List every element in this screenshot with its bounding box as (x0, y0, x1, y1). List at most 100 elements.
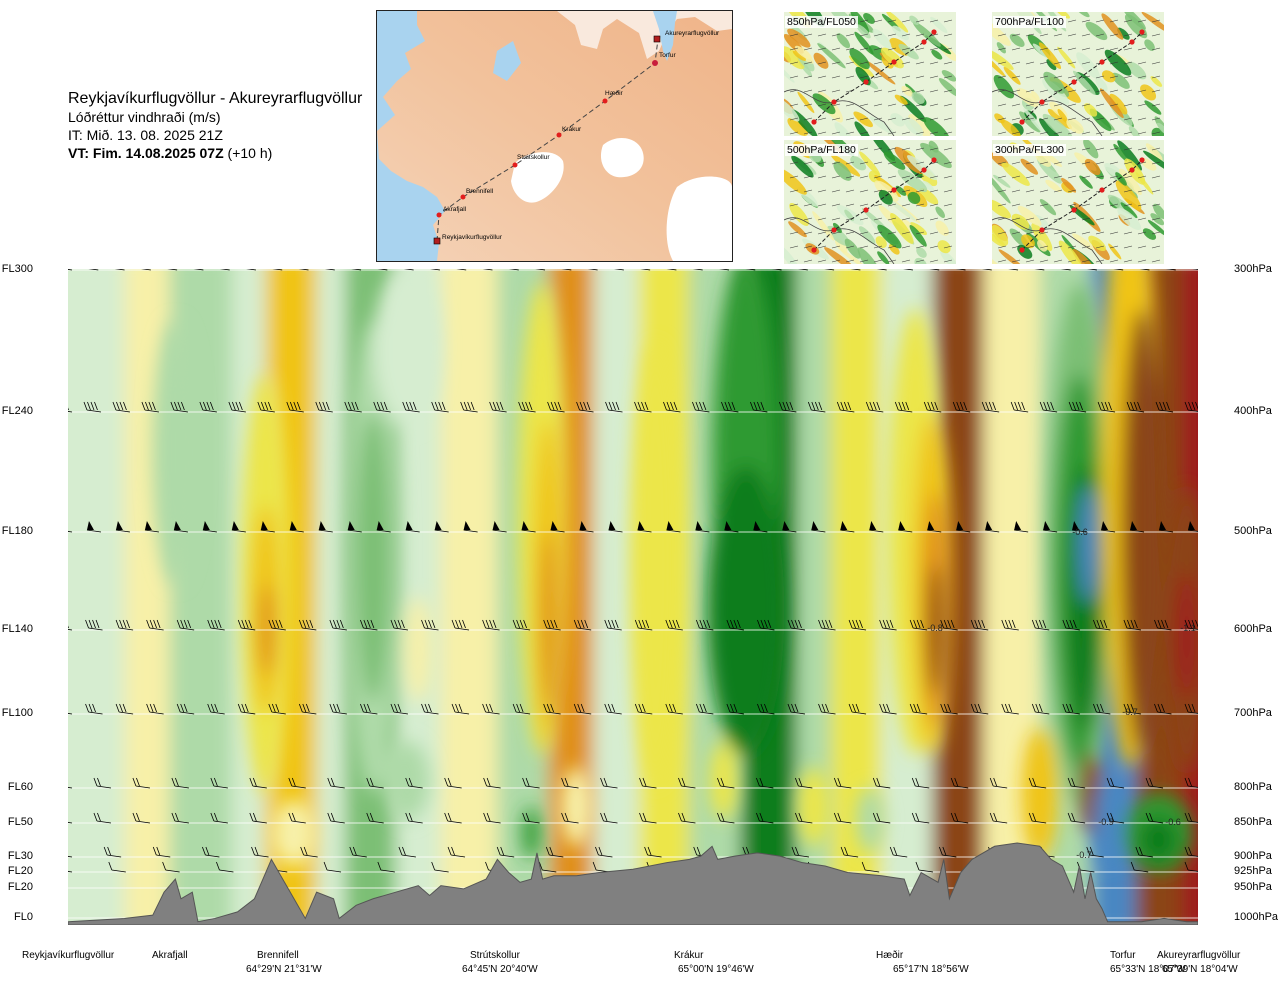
wind-barb (1165, 269, 1176, 271)
mini-wind-barb (1137, 19, 1147, 23)
wind-barb (1184, 619, 1198, 630)
mini-wind-barb (901, 61, 911, 65)
fl-label: FL300 (1, 263, 33, 275)
mini-wind-barb (915, 245, 925, 249)
wind-barb (1087, 269, 1097, 271)
mini-wind-barb (803, 203, 813, 207)
wind-barb (778, 401, 797, 413)
wind-barb (940, 619, 958, 631)
mini-wind-barb (831, 47, 841, 51)
mini-wind-barb (1109, 89, 1119, 93)
mini-wind-barb (943, 75, 953, 79)
wind-barb (237, 703, 256, 715)
mini-wind-barb (1109, 217, 1119, 221)
mini-field-cell (992, 173, 1011, 204)
mini-wind-barb (1053, 231, 1063, 235)
wind-barb (726, 619, 744, 631)
wind-barb (268, 703, 286, 715)
mini-wind-barb (1137, 33, 1147, 37)
wind-barb (950, 777, 969, 789)
mini-wind-barb (1151, 161, 1161, 165)
mini-wind-barb (1123, 217, 1133, 221)
wind-barb (171, 812, 189, 824)
hpa-label: 800hPa (1234, 781, 1272, 793)
mini-field-cell (1145, 143, 1163, 161)
waypoint-name: Reykjavíkurflugvöllur (22, 950, 115, 961)
mini-field-cell (1147, 219, 1164, 237)
mini-field-cell (877, 251, 890, 264)
wind-barb (695, 619, 714, 631)
mini-wind-barb (943, 131, 953, 135)
mini-wind-barb (1011, 245, 1021, 249)
wind-barb (249, 812, 267, 824)
mini-wind-barb (1067, 103, 1077, 107)
mini-wind-barb (1053, 203, 1063, 207)
wind-barb (692, 269, 703, 271)
glacier-vatnajokull (666, 176, 732, 261)
fl-label: FL50 (7, 816, 33, 828)
wind-barb (298, 269, 309, 271)
wind-barb (757, 619, 775, 631)
mini-field-cell (1043, 71, 1066, 94)
wind-barb (402, 401, 420, 413)
mini-field-cell (1021, 234, 1035, 249)
mini-field-cell (856, 24, 871, 39)
hpa-label: 925hPa (1234, 865, 1272, 877)
mini-wind-barb (1137, 131, 1147, 135)
mini-field-cell (1109, 93, 1128, 115)
mini-field-cell (1140, 157, 1157, 171)
mini-wind-barb (1067, 131, 1077, 135)
wind-barb (678, 812, 696, 824)
wind-barb (324, 269, 335, 271)
mini-wind-barb (873, 147, 883, 151)
mini-wind-barb (887, 175, 897, 179)
mini-wind-barb (1137, 103, 1147, 107)
waypoint-marker-akureyri (653, 35, 661, 43)
mini-wind-barb (901, 47, 911, 51)
cross-section-chart: -0.6 -0.8 -1.1 -0.7 -0.9 -0.6 -0.7 (68, 269, 1198, 925)
mini-field-cell (1079, 175, 1093, 189)
mini-wind-barb (997, 231, 1007, 235)
mini-field-cell (940, 250, 956, 264)
mini-wind-barb (845, 75, 855, 79)
mini-waypoint (891, 59, 897, 65)
mini-field-cell (901, 85, 914, 97)
wind-barb (315, 401, 333, 413)
mini-wind-barb (817, 231, 827, 235)
mini-wind-barb (997, 175, 1007, 179)
velocity-core (856, 787, 884, 853)
wind-barb (848, 619, 867, 631)
hpa-label: 1000hPa (1234, 911, 1279, 923)
mini-field-cell (1115, 172, 1127, 186)
wind-barb (869, 521, 884, 533)
wind-barb (981, 269, 992, 271)
mini-wind-barb (943, 47, 953, 51)
mini-field-cell (858, 226, 876, 245)
mini-wind-barb (1109, 47, 1119, 51)
wind-barb (911, 812, 930, 824)
mini-wind-barb (1011, 75, 1021, 79)
mini-wind-barb (1053, 33, 1063, 37)
wind-barb (114, 269, 125, 271)
mini-wind-barb (1137, 75, 1147, 79)
mini-map-500hpa: 500hPa/FL180 (784, 140, 956, 264)
wind-barb (86, 521, 102, 533)
mini-waypoint (863, 207, 869, 213)
mini-wind-barb (831, 217, 841, 221)
mini-wind-barb (817, 203, 827, 207)
mini-wind-barb (1151, 147, 1161, 151)
mini-wind-barb (803, 217, 813, 221)
mini-wind-barb (845, 61, 855, 65)
mini-field-cell (833, 161, 852, 181)
mini-wind-barb (1137, 161, 1147, 165)
mini-wind-barb (1025, 203, 1035, 207)
mini-field-cell (938, 78, 956, 98)
mini-wind-barb (803, 189, 813, 193)
wind-barb (68, 407, 73, 413)
wind-barb (286, 401, 304, 413)
mini-wind-barb (901, 259, 911, 263)
mini-wind-barb (901, 19, 911, 23)
mini-map-850hpa: 850hPa/FL050 (784, 12, 956, 136)
mini-field-cell (891, 25, 909, 41)
wind-barb (344, 401, 362, 413)
